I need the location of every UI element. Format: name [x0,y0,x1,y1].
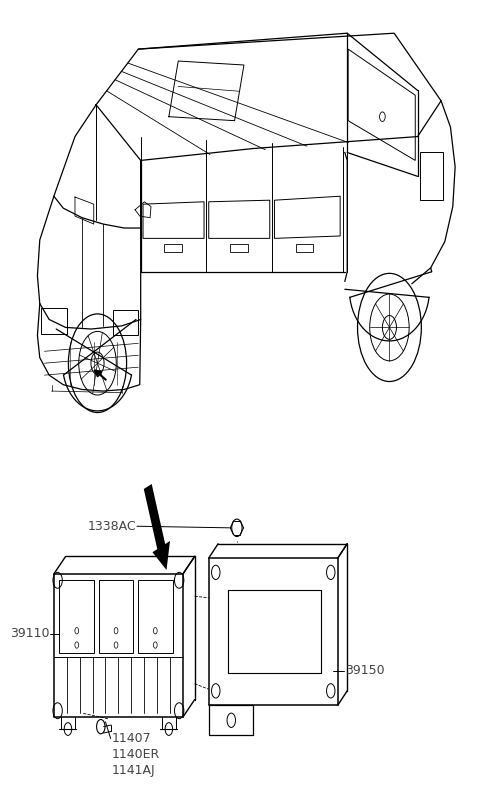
Bar [296,244,313,252]
Text: 39150: 39150 [345,665,384,678]
Bar [99,580,133,653]
Text: 1338AC: 1338AC [87,519,136,533]
Bar [164,244,182,252]
Bar [60,580,94,653]
Bar [138,580,173,653]
Text: 11407: 11407 [111,732,151,745]
Text: 1140ER: 1140ER [111,748,160,761]
Bar [230,244,248,252]
Bar [112,310,138,335]
Polygon shape [144,484,170,570]
Bar [420,152,444,200]
Text: 39110: 39110 [10,627,49,640]
Text: 1141AJ: 1141AJ [111,764,155,777]
Bar [41,308,67,334]
